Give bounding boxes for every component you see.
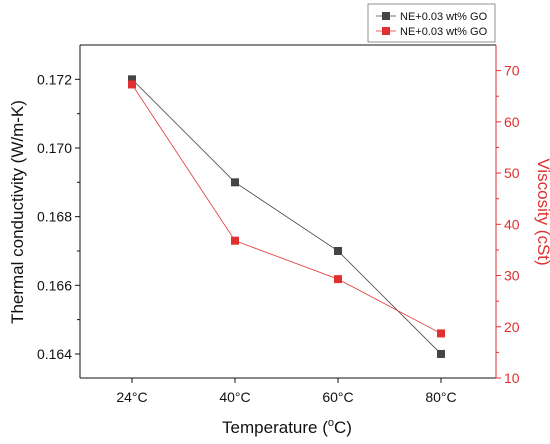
x-tick-label: 40°C (219, 389, 250, 405)
series-1 (128, 75, 445, 358)
series-1-point (128, 75, 136, 84)
left-axis-title: Thermal conductivity (W/m-K) (8, 100, 27, 324)
left-tick-label: 0.172 (37, 71, 72, 87)
series-2-point (437, 329, 445, 338)
series-1-point (437, 349, 445, 358)
x-axis-title: Temperature (oC) (222, 417, 352, 437)
legend-label-1: NE+0.03 wt% GO (400, 11, 488, 23)
x-tick-label: 24°C (116, 389, 147, 405)
x-axis-title-sup: o (328, 417, 334, 429)
x-axis-title-post: C) (334, 418, 352, 437)
right-tick-label: 30 (504, 268, 520, 284)
plot-frame (79, 44, 497, 379)
legend-box (367, 3, 496, 43)
right-tick-label: 10 (504, 370, 520, 386)
x-axis-title-pre: Temperature ( (222, 418, 328, 437)
x-tick-label: 80°C (425, 389, 456, 405)
x-axis: 24°C 40°C 60°C 80°C (116, 378, 457, 405)
legend-swatch-2 (382, 27, 390, 35)
right-tick-label: 20 (504, 319, 520, 335)
right-tick-label: 40 (504, 216, 520, 232)
series-2-line (131, 84, 442, 334)
left-tick-label: 0.168 (37, 209, 72, 225)
right-axis-title: Viscosity (cSt) (534, 158, 550, 265)
x-tick-label: 60°C (322, 389, 353, 405)
series-1-line (131, 79, 442, 355)
right-tick-label: 60 (504, 114, 520, 130)
left-tick-label: 0.164 (37, 346, 72, 362)
series-1-point (231, 178, 239, 187)
series-layer (128, 75, 445, 358)
left-y-axis: 0.164 0.166 0.168 0.170 0.172 (37, 71, 80, 362)
left-tick-label: 0.166 (37, 277, 72, 293)
series-2-point (128, 80, 136, 89)
right-tick-label: 50 (504, 165, 520, 181)
legend-label-2: NE+0.03 wt% GO (400, 26, 488, 38)
left-tick-label: 0.170 (37, 140, 72, 156)
legend: NE+0.03 wt% GO NE+0.03 wt% GO (367, 3, 496, 43)
series-2-point (334, 275, 342, 284)
right-tick-label: 70 (504, 63, 520, 79)
series-2-point (231, 236, 239, 245)
series-1-point (334, 246, 342, 255)
series-2 (128, 80, 445, 338)
right-y-axis: 10 20 30 40 50 60 70 (496, 63, 520, 386)
legend-swatch-1 (382, 12, 390, 20)
